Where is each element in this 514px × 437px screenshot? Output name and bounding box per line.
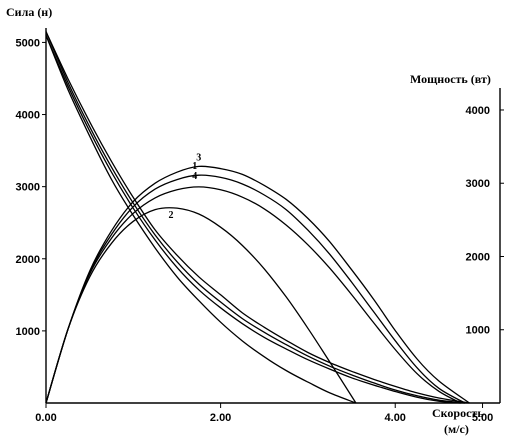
curve-label-4: 4 [192, 171, 197, 182]
left-tick-label: 3000 [16, 182, 40, 194]
force-curve-2 [45, 31, 466, 404]
force-curve-1 [45, 31, 470, 404]
right-tick-label: 4000 [466, 105, 490, 117]
left-tick-label: 2000 [16, 254, 40, 266]
power-curve-3 [45, 165, 470, 404]
right-tick-label: 3000 [466, 178, 490, 190]
x-tick-label: 0.00 [35, 412, 56, 424]
curve-label-2: 2 [168, 210, 173, 221]
axes [45, 28, 501, 404]
curves [45, 31, 470, 404]
x-tick-label: 5.00 [472, 412, 493, 424]
ticks: 1000 2000 3000 4000 5000 1000 2000 3000 4000 0.00… [16, 37, 504, 424]
right-tick-label: 2000 [466, 251, 490, 263]
force-curve-4 [45, 34, 357, 404]
curve-label-1: 1 [192, 161, 197, 172]
curve-labels: 314 2 [168, 152, 201, 221]
left-axis-title: Сила (н) [6, 5, 52, 19]
power-curve-1 [45, 174, 466, 404]
x-tick-label: 2.00 [210, 412, 231, 424]
left-tick-label: 4000 [16, 110, 40, 122]
x-axis-unit: (м/с) [444, 422, 469, 436]
right-tick-label: 1000 [466, 325, 490, 337]
power-curve-2 [45, 207, 357, 404]
x-tick-label: 4.00 [385, 412, 406, 424]
left-tick-label: 5000 [16, 37, 40, 49]
right-axis-title: Мощность (вт) [410, 72, 491, 86]
force-curve-3 [45, 34, 461, 404]
left-tick-label: 1000 [16, 326, 40, 338]
power-curve-4 [45, 186, 462, 404]
x-axis-title: Скорость [432, 406, 484, 420]
curve-label-3: 3 [196, 152, 201, 163]
